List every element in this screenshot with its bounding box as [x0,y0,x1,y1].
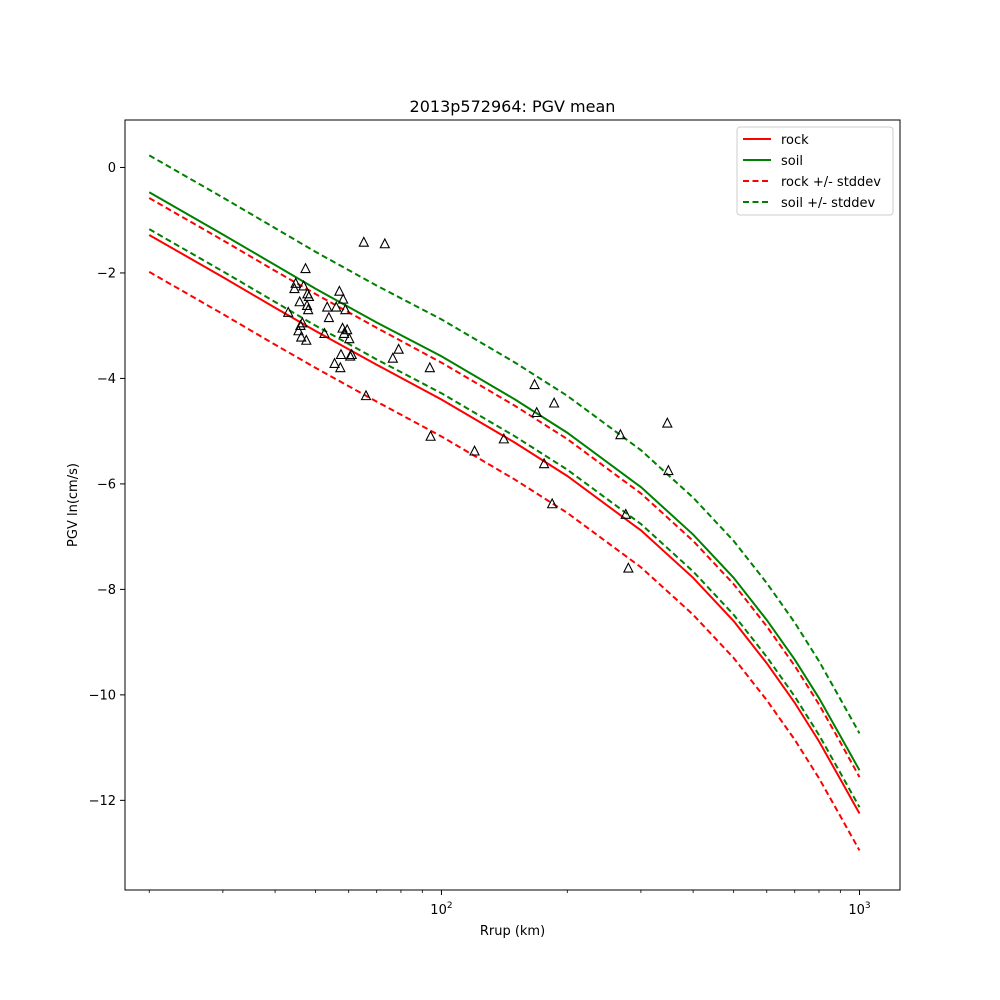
y-tick-label: −8 [97,583,116,598]
series-line-1 [148,191,861,771]
observation-marker [282,306,294,317]
observation-marker [379,237,391,249]
observation-marker [335,348,347,360]
observation-marker [339,303,351,315]
observation-marker [548,397,560,408]
observation-marker [300,334,312,345]
observation-marker [424,361,436,373]
legend-label: soil [781,154,803,169]
observation-marker [303,290,315,302]
observation-marker [289,282,300,294]
series-line-4 [148,154,861,734]
observation-marker [297,316,308,328]
observation-marker [334,361,346,373]
observation-marker [341,323,353,335]
observation-marker [343,332,355,344]
observation-marker [469,444,480,456]
y-tick-label: −6 [97,477,116,492]
observation-marker [321,301,333,312]
observation-marker [329,357,340,369]
series-lines [148,154,861,851]
observation-marker [319,327,330,338]
y-tick-label: −12 [89,794,116,809]
observation-marker [290,277,302,288]
x-tick-label: 103 [848,901,870,918]
legend-label: rock +/- stddev [781,175,881,190]
observation-marker [294,295,306,307]
observation-marker [295,331,307,342]
observation-marker [387,352,399,363]
observation-marker [301,299,313,310]
observation-marker [620,508,632,519]
y-tick-label: −4 [97,372,116,387]
observation-marker [529,378,540,390]
observation-points [282,236,674,573]
observation-marker [293,324,304,336]
legend: rock soil rock +/- stddev soil +/- stddev [736,126,894,216]
observation-marker [323,311,335,323]
observation-marker [498,432,510,444]
x-tick-label: 102 [430,901,452,918]
observation-marker [615,428,626,440]
observation-marker [338,327,350,338]
y-tick-label: 0 [108,161,116,176]
observation-marker [531,406,543,418]
observation-marker [393,343,405,354]
chart-title: 2013p572964: PGV mean [410,97,616,116]
series-line-5 [148,228,861,808]
observation-marker [425,430,436,441]
observation-marker [662,464,674,476]
observation-marker [302,303,314,315]
observation-marker [622,562,634,573]
series-line-2 [148,197,861,778]
legend-label: rock [781,133,809,148]
observation-marker [333,285,345,296]
observation-marker [300,262,311,274]
observation-marker [661,417,673,428]
y-tick-label: −10 [89,688,116,703]
observation-marker [346,348,358,360]
observation-marker [298,279,309,291]
series-line-3 [148,271,861,851]
observation-marker [358,236,370,247]
legend-frame [736,126,894,216]
observation-marker [344,350,356,361]
plot-frame [124,119,901,891]
observation-marker [330,301,342,312]
y-axis-label: PGV ln(cm/s) [66,463,81,547]
observation-marker [360,389,372,401]
series-line-0 [148,234,861,815]
axis-ticks: 102 103 0 −2 −4 −6 −8 −10 −12 [89,161,871,918]
observation-marker [538,457,550,469]
legend-label: soil +/- stddev [781,196,876,211]
x-axis-label: Rrup (km) [480,924,545,939]
observation-marker [337,293,349,304]
observation-marker [546,497,558,509]
y-tick-label: −2 [97,266,116,281]
